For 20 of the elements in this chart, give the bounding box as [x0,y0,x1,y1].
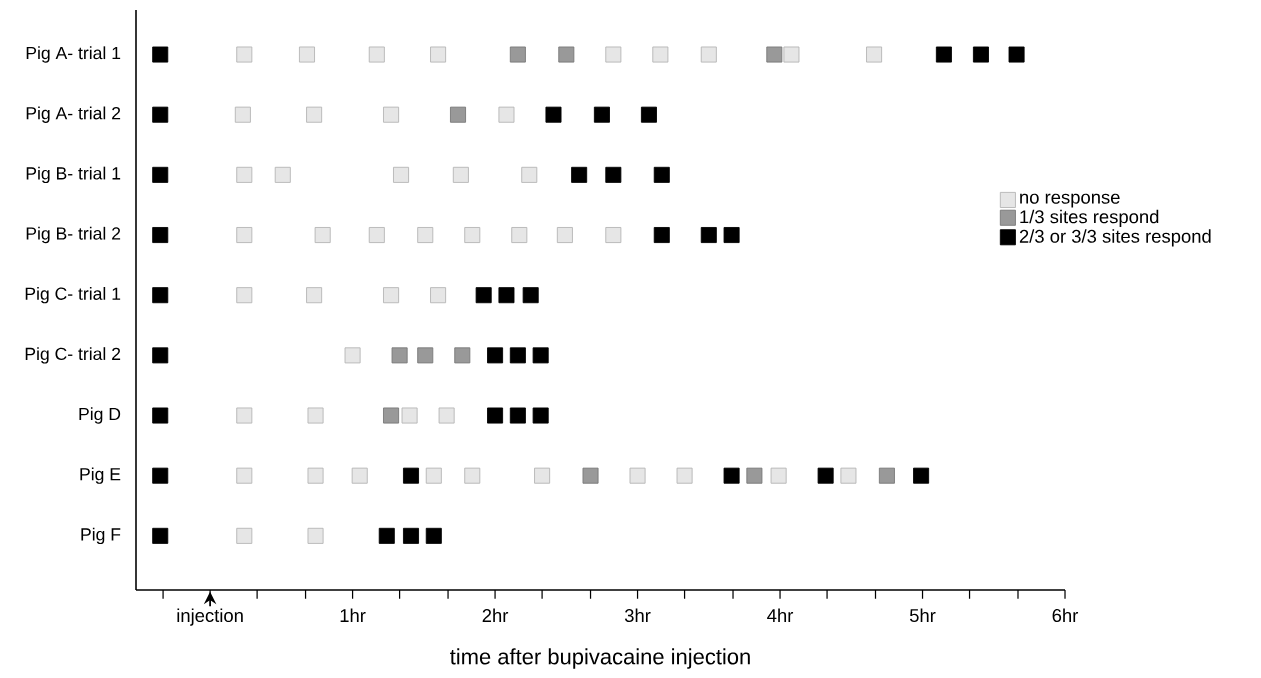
y-tick-label: Pig B- trial 1 [26,166,121,184]
y-tick-label: Pig E [80,467,121,484]
y-tick-label: Pig B- trial 2 [26,226,121,244]
x-tick-label: 1hr [340,608,366,622]
y-tick-label: Pig A- trial 1 [26,46,121,63]
legend-label: no response [1020,193,1120,208]
y-tick-label: Pig C- trial 1 [25,287,121,304]
x-tick-label: 2hr [482,608,509,622]
legend-label: 1/3 sites respond [1020,209,1159,227]
x-tick-label: 3hr [624,608,651,623]
y-tick-label: Pig C- trial 2 [25,347,121,364]
y-tick-label: Pig D [79,407,121,424]
x-tick-label: injection [177,608,243,626]
x-axis-title: time after bupivacaine injection [450,648,750,669]
y-tick-label: Pig A- trial 2 [26,106,121,123]
x-tick-label: 6hr [1052,608,1079,623]
y-tick-label: Pig F [81,527,121,545]
x-tick-label: 4hr [767,608,794,622]
legend-label: 2/3 or 3/3 sites respond [1019,229,1211,247]
x-tick-label: 5hr [909,608,936,623]
